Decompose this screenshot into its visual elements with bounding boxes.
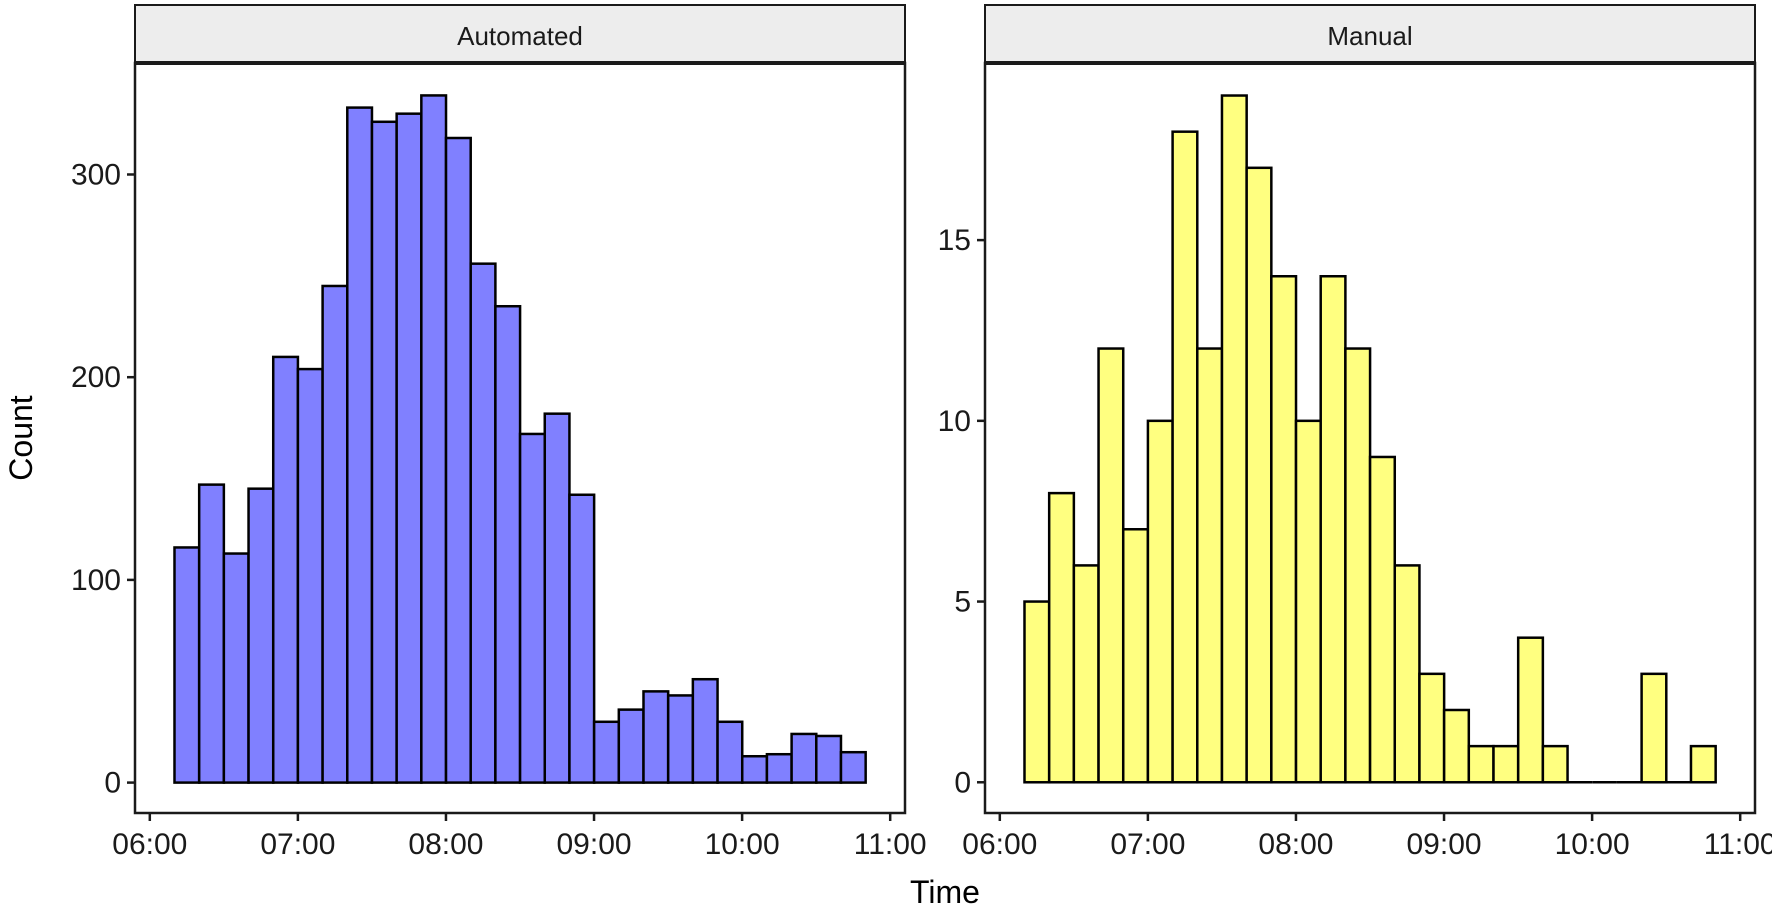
bar-manual-19: [1492, 744, 1520, 784]
bar-automated-24: [765, 752, 793, 784]
x-tick-label-automated-1: 07:00: [260, 828, 335, 861]
bar-manual-25: [1640, 672, 1668, 784]
bar-automated-5: [296, 367, 324, 784]
y-tick-label-automated-100: 100: [71, 564, 121, 597]
x-axis-manual: 06:00 07:00 08:00 09:00 10:00 11:00: [962, 813, 1772, 861]
strip-background-automated: [134, 4, 906, 64]
bar-manual-8: [1220, 94, 1248, 784]
bar-automated-23: [740, 754, 769, 784]
y-tick-label-automated-300: 300: [71, 158, 121, 191]
bar-automated-6: [321, 284, 349, 784]
bar-manual-14: [1368, 455, 1397, 784]
bar-automated-16: [568, 493, 596, 784]
x-tick-label-automated-5: 11:00: [854, 828, 927, 861]
bar-manual-4: [1121, 528, 1150, 784]
bars-manual: [1023, 94, 1717, 784]
x-tick-label-automated-3: 09:00: [556, 828, 631, 861]
bar-manual-16: [1418, 672, 1446, 784]
bar-manual-27: [1689, 744, 1717, 784]
bar-manual-2: [1072, 564, 1100, 784]
bar-manual-6: [1171, 130, 1199, 784]
bar-automated-0: [173, 546, 201, 784]
y-tick-label-manual-10: 10: [938, 405, 971, 438]
bar-manual-18: [1467, 744, 1495, 784]
y-tick-label-manual-15: 15: [938, 224, 971, 257]
bar-manual-10: [1270, 275, 1298, 784]
y-axis-automated: 0 100 200 300: [71, 158, 135, 800]
bar-automated-7: [346, 106, 374, 784]
y-tick-label-automated-200: 200: [71, 361, 121, 394]
bar-automated-12: [469, 262, 497, 784]
bar-automated-13: [494, 304, 522, 784]
y-tick-label-manual-0: 0: [954, 766, 971, 799]
panel-automated: Automated 0 100 200 300 06:00 07:00 08:00 09:0…: [71, 4, 927, 861]
bar-automated-27: [839, 750, 867, 784]
bar-manual-0: [1023, 600, 1051, 784]
bar-automated-18: [617, 708, 645, 784]
bar-automated-14: [518, 432, 547, 784]
bars-automated: [173, 94, 867, 784]
x-tick-label-manual-5: 11:00: [1704, 828, 1772, 861]
bar-automated-3: [247, 487, 275, 784]
bar-manual-11: [1294, 419, 1322, 784]
bar-manual-3: [1097, 347, 1125, 784]
bar-automated-8: [370, 120, 398, 784]
x-tick-label-automated-2: 08:00: [408, 828, 483, 861]
bar-automated-19: [642, 690, 670, 784]
y-tick-label-manual-5: 5: [954, 586, 971, 619]
bar-automated-17: [592, 720, 621, 784]
bar-manual-21: [1541, 744, 1569, 784]
x-axis-automated: 06:00 07:00 08:00 09:00 10:00 11:00: [112, 813, 927, 861]
bar-automated-10: [420, 94, 448, 784]
bar-automated-11: [444, 136, 472, 784]
bar-automated-26: [815, 734, 843, 784]
x-tick-label-manual-3: 09:00: [1406, 828, 1481, 861]
bar-manual-1: [1047, 491, 1076, 784]
y-tick-label-automated-0: 0: [104, 767, 121, 800]
x-axis-title: Time: [910, 874, 980, 910]
bar-automated-9: [395, 112, 423, 784]
bar-manual-17: [1442, 708, 1471, 784]
bar-automated-4: [271, 355, 300, 784]
x-tick-label-automated-4: 10:00: [705, 828, 780, 861]
strip-title-automated: Automated: [457, 21, 583, 51]
x-tick-label-automated-0: 06:00: [112, 828, 187, 861]
panel-manual: Manual 0 5 10 15 06:00 07:00 08:00 09:00 10:00 1…: [938, 4, 1772, 861]
bar-automated-20: [666, 694, 695, 784]
bar-automated-2: [222, 552, 250, 784]
x-tick-label-manual-1: 07:00: [1110, 828, 1185, 861]
bar-manual-7: [1196, 347, 1224, 784]
bar-automated-1: [197, 483, 226, 784]
bar-automated-22: [716, 720, 744, 784]
x-tick-label-manual-2: 08:00: [1258, 828, 1333, 861]
x-tick-label-manual-0: 06:00: [962, 828, 1037, 861]
bar-manual-5: [1146, 419, 1174, 784]
bar-manual-20: [1516, 636, 1545, 784]
x-tick-label-manual-4: 10:00: [1555, 828, 1630, 861]
y-axis-manual: 0 5 10 15: [938, 224, 985, 799]
bar-automated-21: [691, 677, 719, 784]
y-axis-title: Count: [3, 395, 39, 481]
bar-manual-9: [1245, 166, 1273, 784]
strip-background-manual: [984, 4, 1756, 64]
bar-automated-25: [790, 732, 818, 784]
bar-automated-15: [543, 412, 571, 784]
bar-manual-12: [1319, 275, 1347, 784]
bar-manual-13: [1344, 347, 1372, 784]
bar-manual-15: [1393, 564, 1421, 784]
strip-title-manual: Manual: [1327, 21, 1412, 51]
